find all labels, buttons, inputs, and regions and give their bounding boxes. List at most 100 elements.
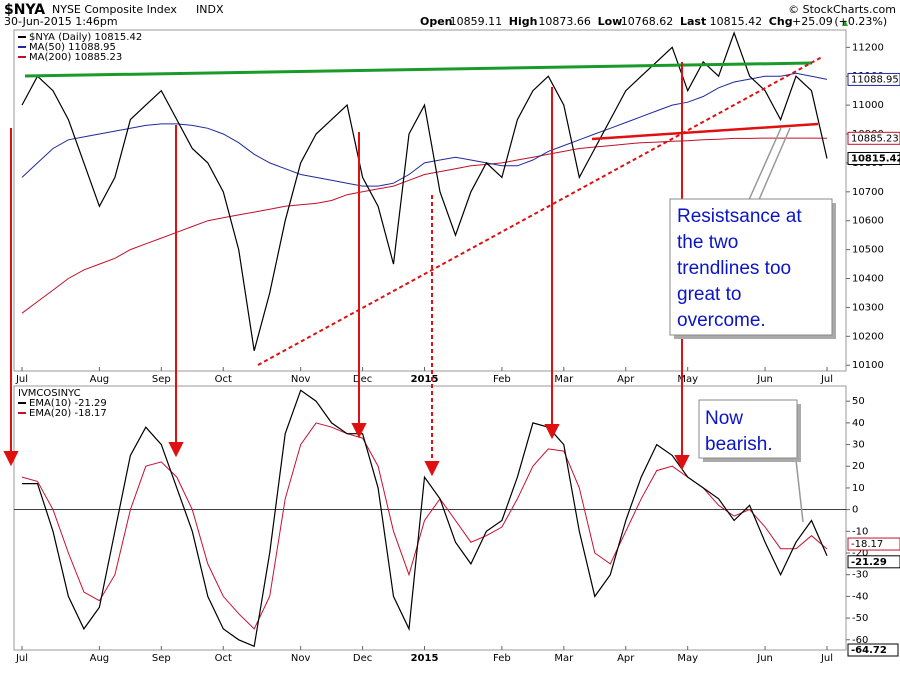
arrow-head bbox=[351, 423, 367, 439]
quote-value: 10815.42 bbox=[710, 15, 763, 28]
end-tag bbox=[847, 151, 900, 165]
x-tick-label: Mar bbox=[554, 653, 574, 664]
y-tick-label: -20 bbox=[852, 548, 868, 559]
arrow-head bbox=[544, 424, 560, 440]
y-tick-label: 40 bbox=[852, 418, 865, 429]
arrow-head bbox=[168, 442, 184, 458]
y-tick-label: 20 bbox=[852, 461, 865, 472]
end-label: 10885.23 bbox=[851, 133, 899, 144]
axis-min-tag bbox=[847, 643, 899, 657]
annotation: the two bbox=[677, 232, 738, 253]
callout-line bbox=[795, 459, 804, 523]
legend-label: EMA(10) -21.29 bbox=[29, 398, 107, 409]
y-tick-label: 10 bbox=[852, 483, 865, 494]
subtitle: NYSE Composite Index bbox=[52, 3, 177, 16]
series-line bbox=[21, 31, 828, 351]
overlays bbox=[3, 56, 836, 523]
x-tick-label: Jul bbox=[15, 374, 28, 385]
y-tick-label: -50 bbox=[852, 613, 868, 624]
x-tick-label: Jul bbox=[820, 653, 833, 664]
y-tick-label: -60 bbox=[852, 635, 868, 646]
quote-label: Open bbox=[420, 15, 453, 28]
annotation: trendlines too bbox=[677, 258, 791, 279]
annotation: bearish. bbox=[705, 434, 773, 455]
y-tick-label: 10700 bbox=[852, 187, 884, 198]
x-tick-label: Aug bbox=[90, 653, 110, 664]
annotation: Resistsance at bbox=[677, 206, 802, 227]
x-tick-label: May bbox=[677, 653, 698, 664]
annotation: Now bbox=[705, 408, 743, 429]
notes: Resistsance at the two trendlines too great… bbox=[677, 206, 802, 455]
legend-label: MA(200) 10885.23 bbox=[29, 52, 122, 63]
callout bbox=[698, 399, 798, 459]
y-tick-label: 0 bbox=[852, 505, 858, 516]
quote-value: 10768.62 bbox=[621, 15, 674, 28]
quote-label: High bbox=[509, 15, 538, 28]
x-tick-label: Oct bbox=[215, 374, 232, 385]
x-tick-label: Sep bbox=[152, 374, 171, 385]
x-tick-label: Feb bbox=[493, 653, 511, 664]
x-tick-label: Nov bbox=[291, 653, 311, 664]
y-tick-label: 10100 bbox=[852, 360, 884, 371]
x-tick-label: Oct bbox=[215, 653, 232, 664]
trendline bbox=[257, 56, 823, 366]
quote-value: 10859.11 bbox=[450, 15, 503, 28]
end-tag bbox=[847, 72, 900, 86]
end-tag bbox=[847, 555, 900, 569]
trendline bbox=[24, 61, 813, 78]
callout-line bbox=[747, 127, 782, 203]
trendline bbox=[591, 122, 819, 141]
y-tick-label: -40 bbox=[852, 591, 868, 602]
price-panel bbox=[13, 29, 847, 372]
x-tick-label: Sep bbox=[152, 653, 171, 664]
quote-label: Low bbox=[598, 15, 623, 28]
arrow-head bbox=[3, 451, 19, 467]
x-tick-label: Dec bbox=[353, 374, 372, 385]
end-label: -21.29 bbox=[851, 557, 887, 568]
x-tick-label: Dec bbox=[353, 653, 372, 664]
x-tick-label: Mar bbox=[554, 374, 574, 385]
end-tag bbox=[847, 131, 900, 145]
y-tick-label: -30 bbox=[852, 570, 868, 581]
panels: 1010010200103001040010500106001070010800… bbox=[14, 31, 900, 664]
series-line bbox=[22, 389, 828, 648]
quote-value: +25.09 bbox=[792, 15, 833, 28]
y-tick-label: 10500 bbox=[852, 245, 884, 256]
x-tick-label: 2015 bbox=[411, 653, 439, 664]
arrow-head bbox=[424, 461, 440, 477]
up-icon bbox=[842, 20, 848, 26]
y-tick-label: -10 bbox=[852, 526, 868, 537]
quote-label: Chg bbox=[769, 15, 793, 28]
legend-title: IVMCOSINYC bbox=[18, 388, 81, 399]
x-tick-label: Feb bbox=[493, 374, 511, 385]
x-tick-label: Jun bbox=[756, 653, 773, 664]
quote-label: Last bbox=[680, 15, 706, 28]
x-tick-label: Jul bbox=[15, 653, 28, 664]
x-tick-label: Aug bbox=[90, 374, 110, 385]
end-label: -18.17 bbox=[851, 539, 883, 550]
credit: © StockCharts.com bbox=[788, 3, 896, 16]
arrow-head bbox=[674, 455, 690, 471]
y-tick-label: 11000 bbox=[852, 100, 884, 111]
y-tick-label: 10600 bbox=[852, 216, 884, 227]
quote-value: 10873.66 bbox=[538, 15, 591, 28]
x-tick-label: 2015 bbox=[411, 374, 439, 385]
end-label: 10815.42 bbox=[851, 153, 900, 164]
legend-label: MA(50) 11088.95 bbox=[29, 42, 116, 53]
x-tick-label: Jun bbox=[756, 374, 773, 385]
axis-min-label: -64.72 bbox=[851, 645, 887, 656]
end-tag bbox=[847, 537, 900, 551]
y-tick-label: 10200 bbox=[852, 331, 884, 342]
x-tick-label: Nov bbox=[291, 374, 311, 385]
x-tick-label: Jul bbox=[820, 374, 833, 385]
legend-label: $NYA (Daily) 10815.42 bbox=[29, 32, 142, 43]
indicator-panel bbox=[13, 385, 847, 651]
callout-line bbox=[757, 127, 791, 203]
exchange: INDX bbox=[196, 3, 224, 16]
legend-label: EMA(20) -18.17 bbox=[29, 408, 107, 419]
callout bbox=[669, 198, 833, 336]
y-tick-label: 30 bbox=[852, 440, 865, 451]
series-line bbox=[21, 137, 828, 314]
